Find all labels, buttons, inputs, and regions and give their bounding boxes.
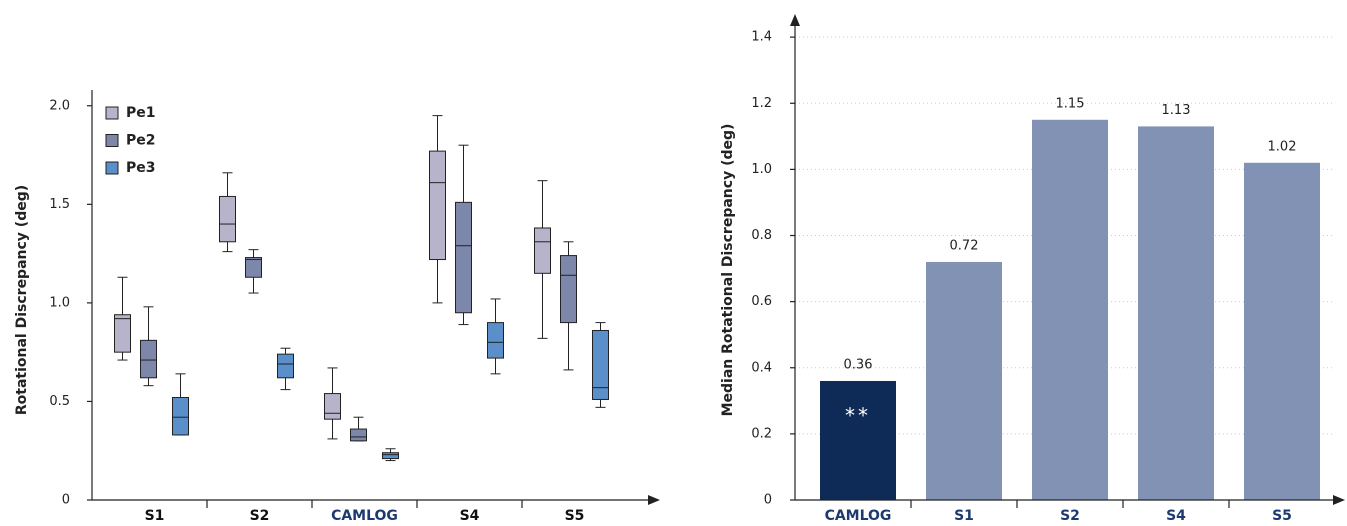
box [534, 227, 551, 274]
x-tick-label: S4 [460, 508, 480, 524]
bar [1138, 126, 1214, 500]
legend-label: Pe3 [126, 160, 156, 176]
y-tick-label: 1.4 [751, 30, 772, 45]
y-axis-arrow [790, 14, 800, 26]
bar [1032, 119, 1108, 500]
y-tick-label: 0.8 [751, 228, 772, 243]
box [350, 428, 367, 442]
x-tick-label: CAMLOG [331, 508, 398, 524]
y-tick-label: 0.4 [751, 360, 772, 375]
y-axis-label: Median Rotational Discrepancy (deg) [720, 124, 736, 417]
x-tick-label: S1 [954, 508, 974, 524]
x-axis-arrow [648, 495, 660, 505]
box [140, 339, 157, 379]
y-tick-label: 2.0 [49, 98, 70, 113]
legend-swatch [105, 106, 119, 120]
x-axis-arrow [1333, 495, 1345, 505]
box [245, 257, 262, 278]
y-tick-label: 1.5 [49, 197, 70, 212]
box [324, 393, 341, 420]
bar [926, 261, 1002, 500]
box [455, 201, 472, 314]
x-tick-label: S4 [1166, 508, 1186, 524]
x-tick-label: S1 [145, 508, 165, 524]
legend-swatch [105, 161, 119, 175]
y-tick-label: 0 [62, 493, 70, 508]
y-tick-label: 0.5 [49, 394, 70, 409]
y-tick-label: 1.0 [49, 295, 70, 310]
box [219, 195, 236, 243]
x-tick-label: S2 [250, 508, 270, 524]
box [172, 397, 189, 436]
data-label: 1.15 [1056, 96, 1085, 111]
y-tick-label: 0.6 [751, 294, 772, 309]
y-tick-label: 1.2 [751, 96, 772, 111]
box [429, 150, 446, 261]
bar [820, 380, 896, 500]
box [277, 353, 294, 379]
data-label: 0.72 [950, 238, 979, 253]
y-tick-label: 1.0 [751, 162, 772, 177]
legend-label: Pe1 [126, 105, 156, 121]
x-tick-label: S5 [1272, 508, 1292, 524]
box [560, 255, 577, 324]
legend-swatch [105, 134, 119, 147]
data-label: 1.02 [1268, 139, 1297, 154]
data-label: 0.36 [844, 357, 873, 372]
box [382, 452, 399, 460]
legend-label: Pe2 [126, 133, 156, 149]
x-tick-label: S2 [1060, 508, 1080, 524]
box [592, 329, 609, 400]
y-tick-label: 0 [764, 493, 772, 508]
box [114, 314, 131, 353]
y-tick-label: 0.2 [751, 426, 772, 441]
box [487, 322, 504, 359]
bar [1244, 162, 1320, 500]
x-tick-label: S5 [565, 508, 585, 524]
y-axis-label: Rotational Discrepancy (deg) [14, 185, 30, 415]
annotation: ** [845, 403, 871, 427]
data-label: 1.13 [1162, 103, 1191, 118]
x-tick-label: CAMLOG [825, 508, 892, 524]
